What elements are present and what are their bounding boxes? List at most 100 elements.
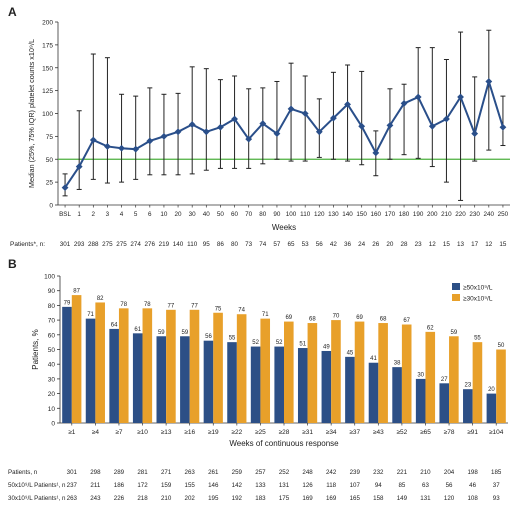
x-tick-label: 250: [498, 211, 509, 218]
median-marker: [485, 78, 493, 85]
bar-30: [118, 308, 129, 423]
y-axis-title: Patients, %: [31, 329, 40, 369]
bar-50: [132, 333, 143, 423]
x-tick-label: 200: [427, 211, 438, 218]
bar-50: [415, 378, 426, 423]
x-tick-label: 120: [314, 211, 325, 218]
x-tick-label: ≥1: [68, 429, 76, 436]
x-tick-label: ≥31: [302, 429, 313, 436]
patients-count: 26: [372, 241, 380, 248]
y-axis-title: Median (25%, 75% IQR) platelet counts x1…: [27, 39, 36, 188]
table-cell: 242: [326, 469, 337, 476]
bar-30: [449, 336, 459, 423]
y-tick-label: 100: [42, 111, 53, 118]
patients-count: 36: [344, 241, 352, 248]
bar-50: [203, 340, 214, 423]
bar-50-label: 64: [111, 322, 118, 328]
table-cell: 263: [185, 469, 196, 476]
median-line: [64, 77, 504, 189]
x-tick-label: ≥7: [115, 429, 123, 436]
table-cell: 185: [491, 469, 502, 476]
x-tick-label: ≥25: [255, 429, 266, 436]
table-cell: 192: [232, 495, 243, 502]
x-tick-label: ≥22: [231, 429, 242, 436]
x-axis-title: Weeks: [272, 223, 296, 232]
x-tick-label: ≥37: [349, 429, 360, 436]
x-tick-label: 50: [217, 211, 225, 218]
table-cell: 237: [67, 482, 78, 489]
bar-30-label: 87: [73, 289, 80, 295]
patients-count: 17: [471, 241, 479, 248]
median-marker: [118, 144, 125, 152]
bar-50: [62, 306, 72, 423]
patients-count: 12: [429, 241, 437, 248]
median-marker: [358, 122, 366, 130]
bar-50: [250, 346, 261, 423]
table-cell: 226: [114, 495, 125, 502]
x-tick-label: 160: [371, 211, 382, 218]
bar-50: [439, 383, 450, 423]
bar-30-label: 68: [309, 317, 316, 323]
y-tick-label: 20: [48, 391, 56, 398]
patients-count: 74: [259, 241, 267, 248]
x-tick-label: 210: [441, 211, 452, 218]
patients-count: 57: [273, 241, 281, 248]
y-tick-label: 60: [48, 332, 56, 339]
median-marker: [132, 145, 140, 153]
median-marker: [499, 123, 507, 131]
table-cell: 94: [375, 482, 382, 489]
table-cell: 108: [467, 495, 478, 502]
patients-count: 110: [187, 241, 198, 248]
bar-30: [331, 320, 341, 423]
bar-30-label: 78: [144, 302, 151, 308]
table-cell: 172: [137, 482, 148, 489]
bar-50-label: 52: [252, 340, 259, 346]
bar-30-label: 82: [97, 296, 104, 302]
x-tick-label: 220: [455, 211, 466, 218]
patients-count: 301: [60, 241, 71, 248]
x-tick-label: ≥52: [396, 429, 407, 436]
bar-30: [142, 308, 153, 423]
bar-30: [260, 318, 271, 423]
bar-50-label: 59: [158, 330, 165, 336]
bar-30: [166, 309, 176, 423]
table-cell: 37: [493, 482, 500, 489]
bar-30: [213, 312, 223, 423]
patients-count: 275: [116, 241, 127, 248]
bar-50: [321, 350, 332, 423]
x-tick-label: ≥34: [326, 429, 337, 436]
table-cell: 85: [398, 482, 405, 489]
bar-50-label: 52: [276, 340, 283, 346]
median-marker: [174, 128, 182, 136]
x-tick-label: 230: [469, 211, 480, 218]
x-tick-label: 100: [286, 211, 297, 218]
table-cell: 289: [114, 469, 125, 476]
bar-50: [109, 328, 119, 423]
table-cell: 159: [161, 482, 172, 489]
median-marker: [287, 105, 295, 113]
median-marker: [400, 100, 408, 107]
bar-30-label: 77: [191, 303, 198, 309]
table-cell: 120: [444, 495, 455, 502]
y-tick-label: 75: [46, 134, 54, 141]
x-tick-label: ≥10: [137, 429, 148, 436]
x-tick-label: ≥28: [279, 429, 290, 436]
x-tick-label: 80: [259, 211, 267, 218]
y-tick-label: 50: [48, 347, 56, 354]
median-marker: [414, 93, 422, 101]
median-marker: [457, 93, 464, 101]
table-cell: 169: [302, 495, 313, 502]
y-tick-label: 50: [46, 157, 54, 164]
bar-50-label: 20: [488, 387, 495, 393]
y-tick-label: 200: [42, 20, 53, 27]
y-tick-label: 30: [48, 376, 56, 383]
table-cell: 186: [114, 482, 125, 489]
x-tick-label: ≥43: [373, 429, 384, 436]
table-cell: 261: [208, 469, 219, 476]
x-tick-label: 10: [160, 211, 168, 218]
patients-count: 86: [217, 241, 225, 248]
y-tick-label: 90: [48, 288, 56, 295]
patients-count: 15: [443, 241, 451, 248]
median-marker: [217, 123, 224, 131]
